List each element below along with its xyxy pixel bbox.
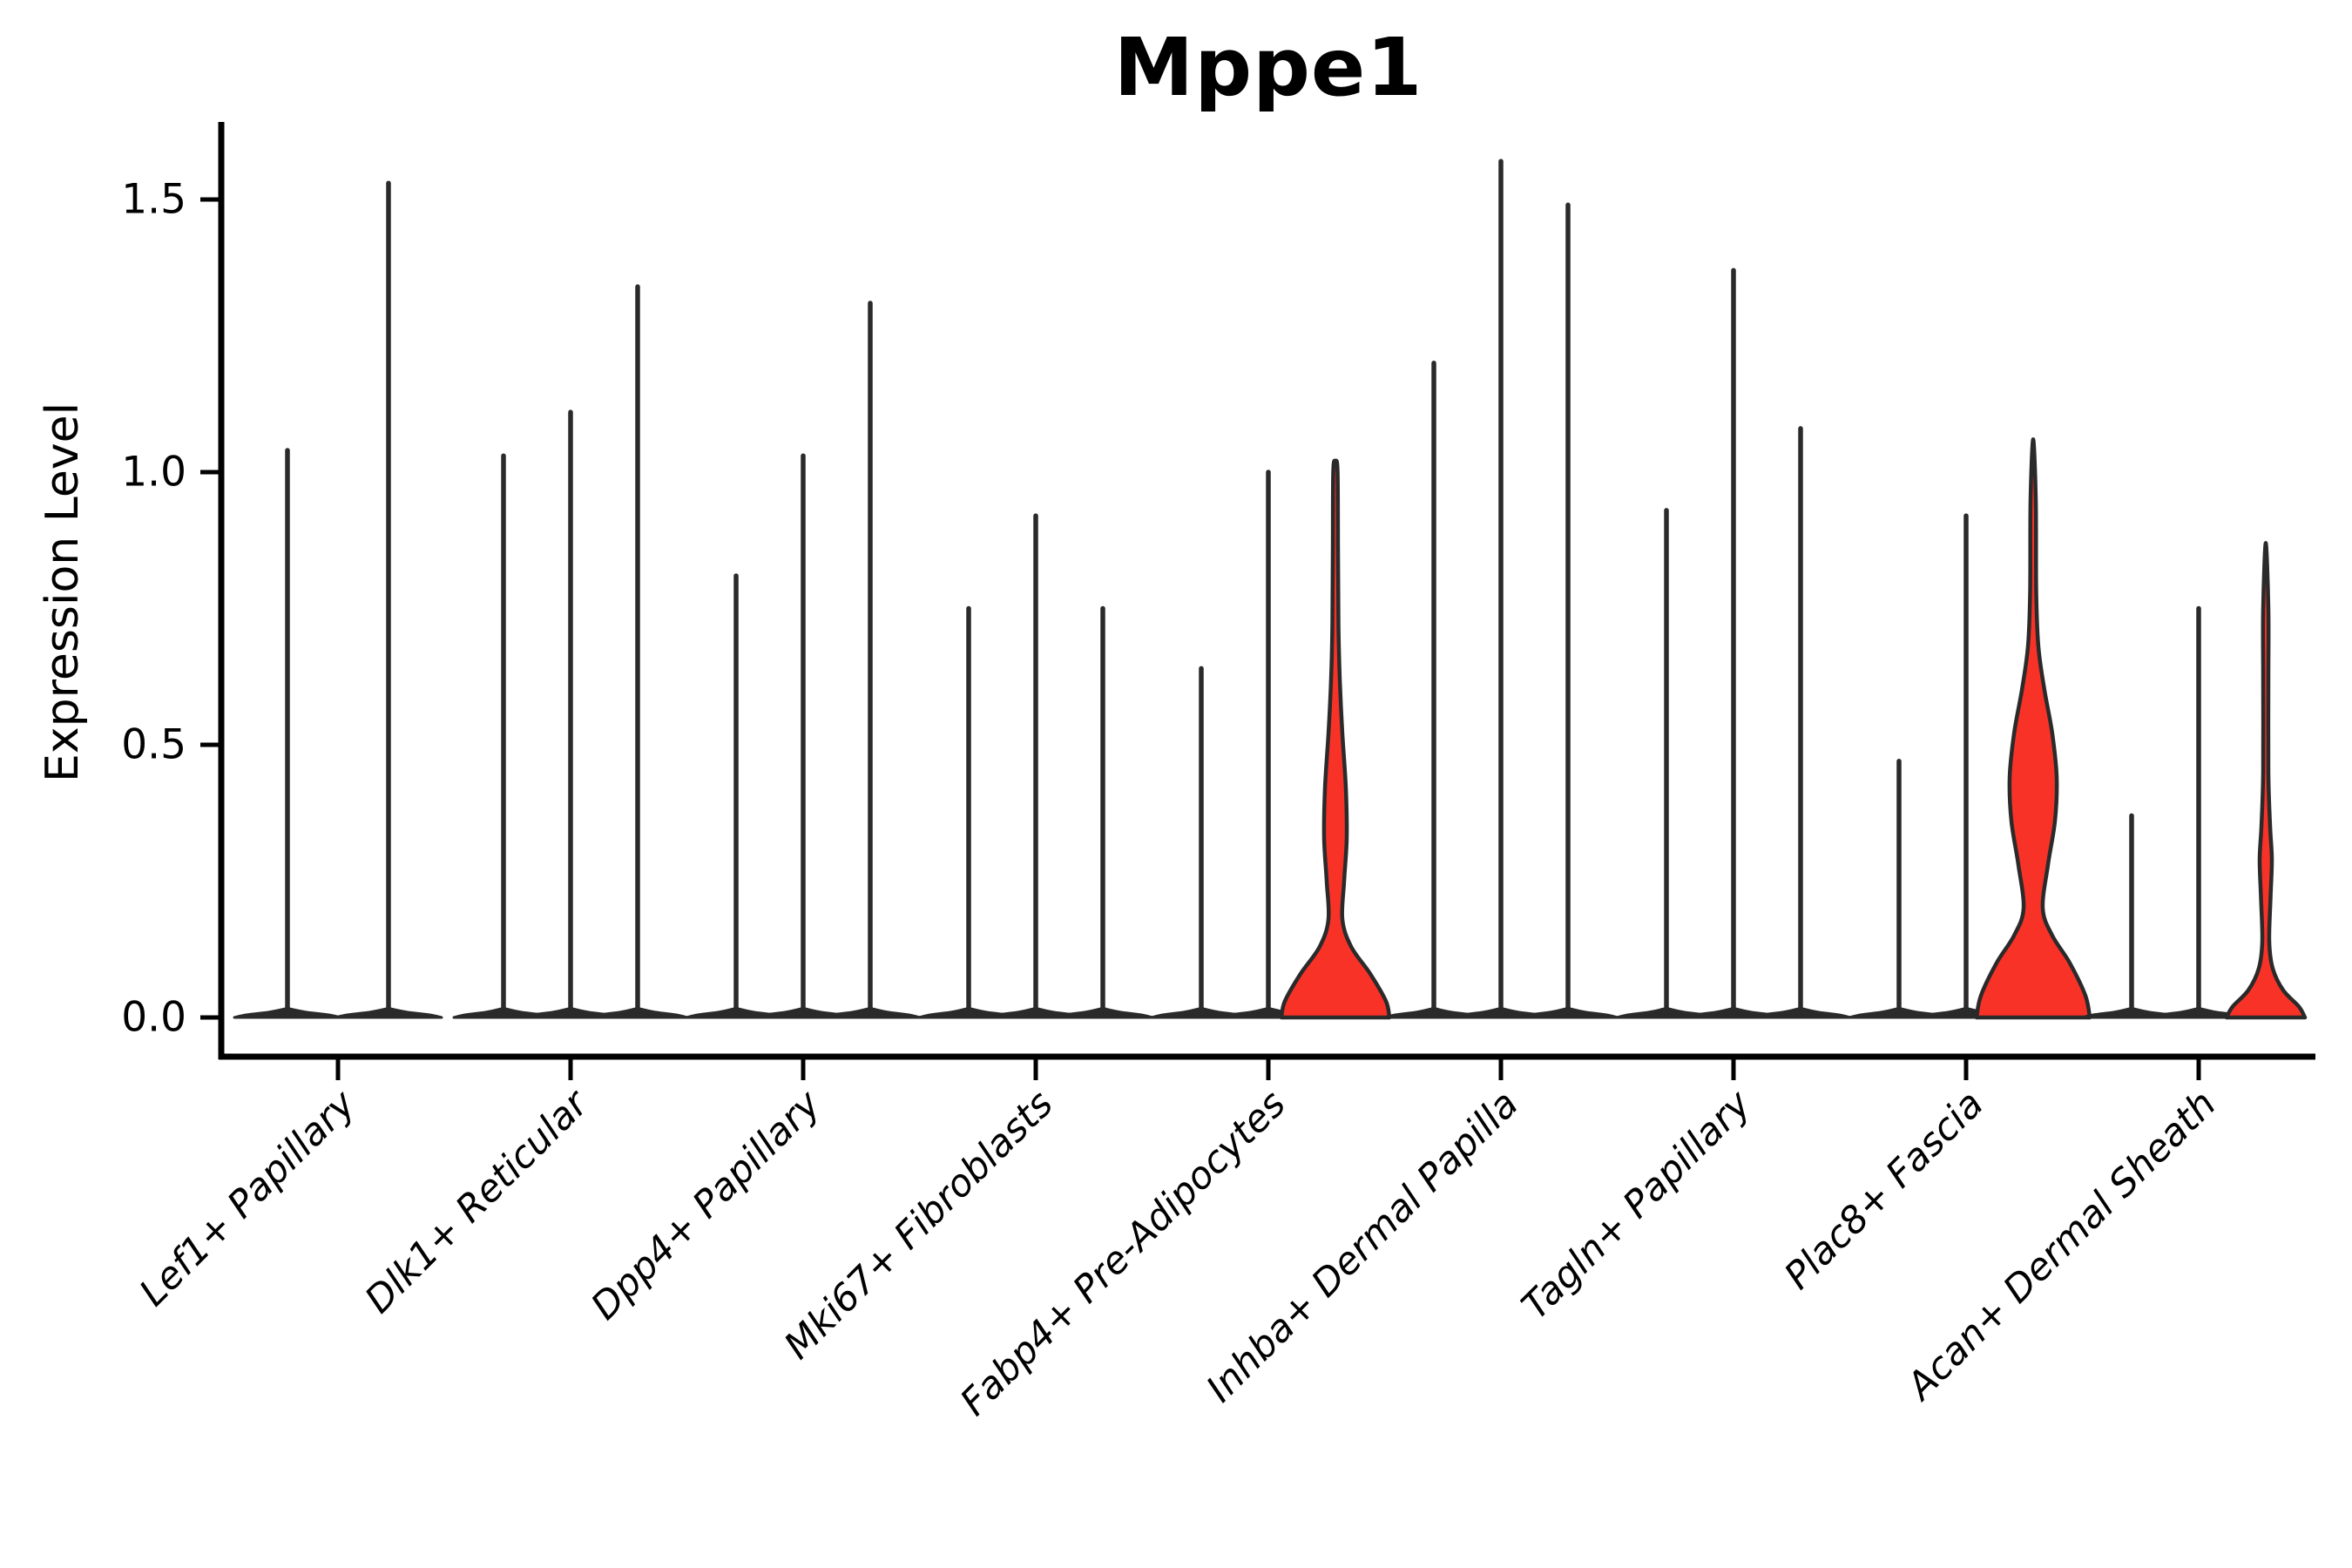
violin	[1279, 458, 1392, 1020]
x-axis-label: Plac8+ Fascia	[1776, 1082, 1992, 1298]
y-tick-label: 0.5	[121, 721, 186, 769]
y-tick-label: 1.5	[121, 176, 186, 224]
x-axis-label: Dlk1+ Reticular	[357, 1081, 598, 1322]
x-axis-label: Dpp4+ Papillary	[583, 1082, 829, 1328]
chart-title: Mppe1	[1113, 21, 1423, 114]
x-axis-label: Lef1+ Papillary	[132, 1082, 364, 1315]
violin	[2224, 541, 2308, 1020]
x-axis-label: Tagln+ Papillary	[1514, 1082, 1761, 1328]
y-tick-label: 0.0	[121, 994, 186, 1042]
y-tick-label: 1.0	[121, 449, 186, 497]
x-axis-label: Mki67+ Fibroblasts	[776, 1082, 1062, 1368]
violin	[1974, 437, 2092, 1020]
